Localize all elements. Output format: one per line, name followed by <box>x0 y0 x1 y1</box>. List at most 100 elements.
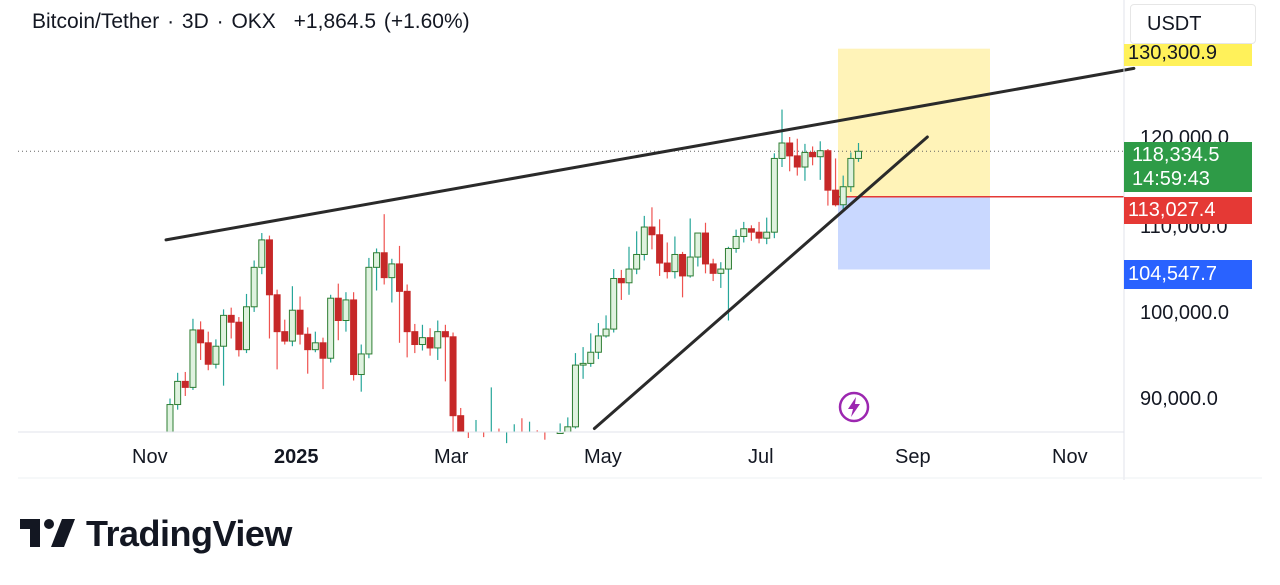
bar-countdown: 14:59:43 <box>1132 168 1210 190</box>
candle-body <box>717 268 725 274</box>
candle <box>747 225 755 241</box>
trendline <box>164 66 1136 242</box>
candle-body <box>258 239 266 268</box>
candle <box>755 221 763 244</box>
candle-body <box>694 232 702 258</box>
chart-svg[interactable] <box>0 0 1280 480</box>
candle <box>220 309 228 386</box>
candle <box>847 152 855 192</box>
candle <box>809 146 817 166</box>
candle <box>296 296 304 345</box>
interval[interactable]: 3D <box>181 10 209 33</box>
candle-body <box>403 290 411 333</box>
tradingview-logo[interactable]: TradingView <box>20 513 292 554</box>
candle-body <box>197 329 205 344</box>
candle <box>189 318 197 390</box>
candle-body <box>296 309 304 335</box>
candle <box>587 333 595 367</box>
candle <box>227 307 235 339</box>
brand-name: TradingView <box>86 513 292 554</box>
candle-body <box>740 228 748 237</box>
current-price: 118,334.5 <box>1132 144 1220 166</box>
candle <box>212 339 220 369</box>
candle-body <box>243 306 250 351</box>
candle-body <box>449 336 457 417</box>
candle <box>709 258 717 282</box>
candle <box>717 262 725 288</box>
time-label-sep: Sep <box>895 446 931 468</box>
candle <box>694 232 702 267</box>
candle-body <box>311 342 319 351</box>
candle <box>388 258 396 303</box>
candle <box>380 214 388 285</box>
candle <box>839 175 847 210</box>
candle-body <box>174 380 182 406</box>
trendlines <box>164 66 1136 431</box>
candle <box>441 324 449 382</box>
candle-body <box>579 362 587 366</box>
candle <box>671 236 679 279</box>
chart-title: Bitcoin/Tether · 3D · OKX +1,864.5 (+1.6… <box>32 10 472 34</box>
candle <box>411 323 419 354</box>
candle-body <box>273 294 281 333</box>
candle-body <box>663 262 671 273</box>
candle-body <box>365 266 373 355</box>
candle-body <box>411 331 419 346</box>
lightning-bolt-icon[interactable] <box>838 391 870 423</box>
candle-body <box>778 142 786 159</box>
candle <box>770 153 778 239</box>
symbol-name[interactable]: Bitcoin/Tether <box>32 10 160 33</box>
candle <box>816 141 824 180</box>
candle <box>625 246 633 295</box>
candle-body <box>724 247 732 270</box>
time-label-jul: Jul <box>748 446 774 468</box>
candle-body <box>656 234 664 264</box>
candle-body <box>671 253 679 273</box>
candle-body <box>434 331 442 349</box>
candle <box>342 292 350 332</box>
candle-body <box>418 337 426 346</box>
candle <box>648 207 656 250</box>
candle-body <box>388 263 396 279</box>
candle <box>602 315 610 338</box>
trendline <box>592 135 929 431</box>
candle <box>418 324 426 351</box>
candle-body <box>816 150 824 158</box>
candle <box>273 289 281 370</box>
candle-body <box>702 232 709 265</box>
candle-body <box>304 333 312 351</box>
candle <box>656 219 664 276</box>
candle <box>449 332 457 432</box>
candle-body <box>832 189 840 206</box>
exchange: OKX <box>231 10 276 33</box>
candle <box>786 137 794 172</box>
currency-button[interactable]: USDT <box>1130 4 1256 44</box>
candle <box>197 321 205 360</box>
candle-body <box>847 157 855 188</box>
separator: · <box>216 10 224 33</box>
candle <box>204 331 212 371</box>
candle-body <box>633 253 641 270</box>
candle <box>426 328 434 356</box>
candle-body <box>357 353 365 376</box>
candle-body <box>204 342 212 365</box>
candle-body <box>617 277 625 284</box>
chart-area[interactable]: Bitcoin/Tether · 3D · OKX +1,864.5 (+1.6… <box>0 0 1280 480</box>
candle-body <box>166 404 174 433</box>
candle <box>434 320 442 360</box>
separator: · <box>167 10 175 33</box>
candle-body <box>610 277 618 330</box>
candle-body <box>809 151 817 158</box>
candle <box>702 222 709 274</box>
time-label-2025: 2025 <box>274 446 319 468</box>
candle-body <box>625 268 633 284</box>
candle-body <box>793 155 801 168</box>
candle-body <box>648 226 656 236</box>
candle-body <box>571 364 579 428</box>
candle <box>724 246 732 321</box>
candle <box>617 269 625 300</box>
position-zones <box>18 48 1124 270</box>
candle-body <box>839 186 847 206</box>
candle <box>740 221 748 243</box>
candle-body <box>235 321 243 351</box>
